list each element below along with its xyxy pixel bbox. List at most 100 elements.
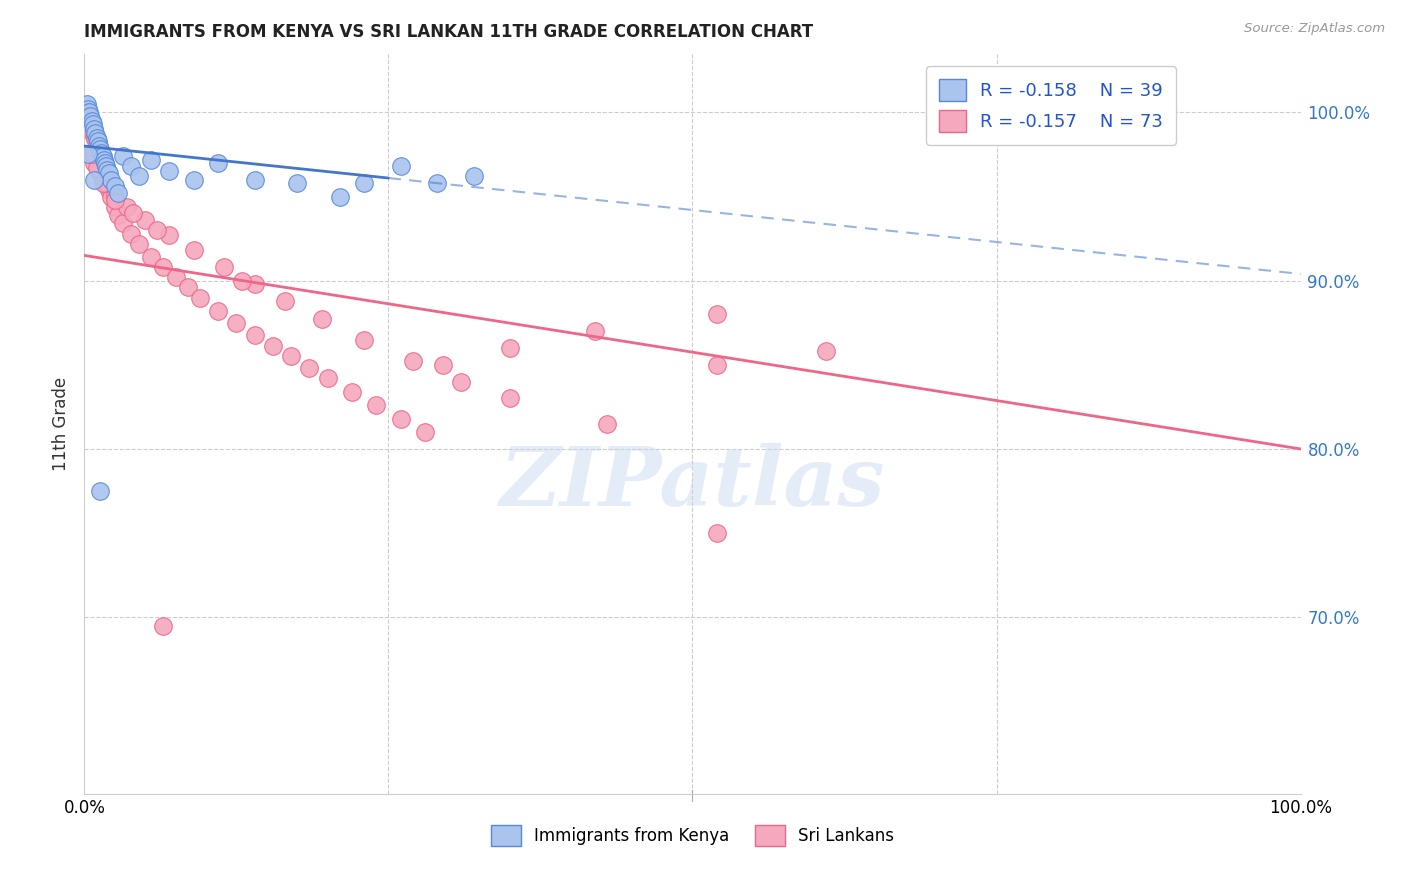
Point [96,159,118,173]
Point [212,260,235,275]
Point [89,143,111,157]
Point [596,417,619,431]
Point [83,172,105,186]
Point [353,333,375,347]
Point [583,324,606,338]
Point [122,206,145,220]
Point [141,250,163,264]
Point [104,193,127,207]
Point [104,187,127,202]
Point [402,354,425,368]
Point [104,179,127,194]
Point [426,176,449,190]
Point [91,161,114,175]
Point [112,149,135,163]
Point [152,618,174,632]
Point [243,327,266,342]
Point [97,166,120,180]
Point [80,113,103,128]
Point [90,156,112,170]
Point [706,358,728,372]
Point [120,159,142,173]
Point [100,172,122,186]
Point [79,115,101,129]
Point [366,398,388,412]
Point [86,161,108,175]
Point [77,105,100,120]
Point [231,274,253,288]
Point [146,223,169,237]
Point [79,147,101,161]
Point [183,172,205,186]
Point [96,174,118,188]
Point [107,208,129,222]
Point [311,312,333,326]
Point [86,130,108,145]
Point [93,166,115,180]
Point [82,126,104,140]
Point [128,169,150,184]
Point [706,307,728,321]
Point [94,156,117,170]
Point [104,200,127,214]
Point [463,169,485,184]
Point [87,164,110,178]
Point [77,102,100,116]
Point [96,162,118,177]
Point [177,280,200,294]
Point [77,147,100,161]
Point [340,384,363,399]
Point [389,159,412,173]
Point [128,236,150,251]
Text: Source: ZipAtlas.com: Source: ZipAtlas.com [1244,22,1385,36]
Point [499,341,522,355]
Point [499,392,522,406]
Point [115,200,138,214]
Point [86,137,108,152]
Point [389,411,412,425]
Point [207,304,229,318]
Point [96,179,118,194]
Point [94,169,117,184]
Point [432,358,454,372]
Point [77,111,100,125]
Point [243,277,266,291]
Point [100,189,122,203]
Point [80,120,103,135]
Point [82,117,104,131]
Point [141,153,163,167]
Point [112,217,135,231]
Text: ZIPatlas: ZIPatlas [499,443,886,523]
Point [188,291,211,305]
Point [262,339,284,353]
Point [89,483,111,498]
Point [91,176,114,190]
Point [87,147,110,161]
Point [243,172,266,186]
Point [77,105,100,120]
Point [280,350,302,364]
Point [84,132,107,146]
Point [87,139,110,153]
Point [413,425,436,439]
Point [120,227,142,241]
Point [96,176,118,190]
Point [152,260,174,275]
Point [183,244,205,258]
Legend: Immigrants from Kenya, Sri Lankans: Immigrants from Kenya, Sri Lankans [484,819,901,852]
Point [107,186,129,201]
Point [83,122,105,136]
Point [91,149,114,163]
Point [83,156,105,170]
Point [165,270,187,285]
Point [84,126,107,140]
Point [82,147,104,161]
Point [87,143,110,157]
Point [159,164,181,178]
Point [274,293,297,308]
Point [285,176,308,190]
Point [450,375,472,389]
Point [815,344,838,359]
Point [706,526,728,541]
Point [97,183,120,197]
